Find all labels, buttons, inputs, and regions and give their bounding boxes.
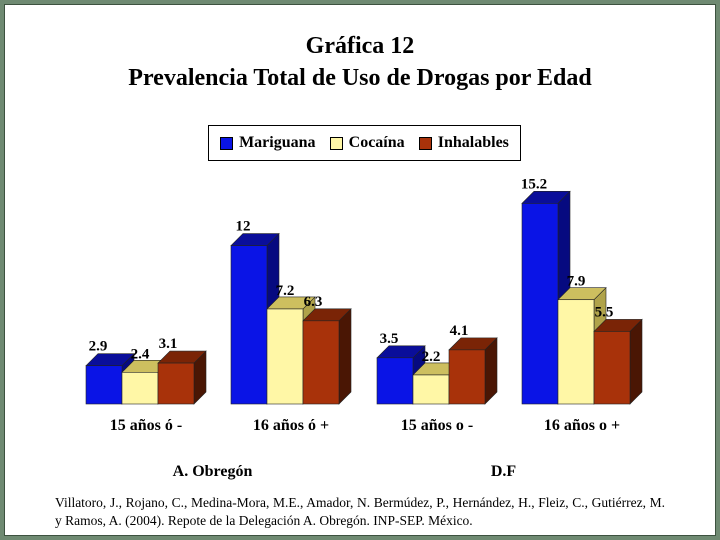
category-label-3: 15 años o - [401,417,473,434]
value-label-cocaina-2: 7.2 [276,283,295,299]
bar-cocaina-2 [266,308,304,405]
value-label-mariguana-1: 2.9 [89,339,108,355]
legend-swatch-inhalables [418,136,432,150]
value-label-cocaina-1: 2.4 [131,346,150,362]
group-label-a-obregon: A. Obregón [173,463,253,480]
value-label-inhalables-2: 6.3 [304,294,323,310]
bar-inhalables-1 [157,362,195,405]
group-label-d-f: D.F [491,463,517,480]
value-label-inhalables-1: 3.1 [159,336,178,352]
bar-mariguana-2 [230,245,268,405]
value-label-mariguana-2: 12 [236,219,251,235]
legend-label-inhalables: Inhalables [437,134,509,151]
bar-mariguana-1 [85,365,123,405]
value-label-mariguana-3: 3.5 [380,331,399,347]
value-label-cocaina-3: 2.2 [422,349,441,365]
legend-swatch-mariguana [220,136,234,150]
bar-inhalables-4 [593,331,631,405]
value-label-cocaina-4: 7.9 [567,274,586,290]
legend-label-mariguana: Mariguana [239,134,316,151]
legend-item-cocaina: Cocaína [329,134,405,152]
value-label-inhalables-4: 5.5 [595,304,614,320]
value-label-inhalables-3: 4.1 [450,323,469,339]
bar-inhalables-3 [448,349,486,405]
bar-cocaina-1 [121,372,159,405]
bar-cocaina-4 [557,299,595,405]
source-citation: Villatoro, J., Rojano, C., Medina-Mora, … [55,495,665,528]
chart-subtitle: Prevalencia Total de Uso de Drogas por E… [128,65,592,91]
legend-label-cocaina: Cocaína [348,134,405,151]
bars-layer [85,190,643,405]
legend-swatch-cocaina [329,136,343,150]
value-label-mariguana-4: 15.2 [521,176,547,192]
legend-item-inhalables: Inhalables [418,134,509,152]
bar-cocaina-3 [412,374,450,405]
category-label-2: 16 años ó + [253,417,329,434]
chart-legend: Mariguana Cocaína Inhalables [208,125,521,161]
bar-inhalables-2 [302,320,340,405]
bar-inhalables-4-side [629,318,643,405]
category-label-4: 16 años o + [544,417,620,434]
bar-mariguana-4 [521,203,559,405]
legend-item-mariguana: Mariguana [220,134,316,152]
slide-frame [4,4,716,536]
chart-title: Gráfica 12 [305,33,415,59]
bar-mariguana-3 [376,357,414,405]
labels-layer: 2.9 2.4 3.1 15 años ó - 12 7.2 6.3 16 años ó + 3… [89,176,621,480]
category-label-1: 15 años ó - [110,417,182,434]
bar-inhalables-2-side [338,308,352,405]
